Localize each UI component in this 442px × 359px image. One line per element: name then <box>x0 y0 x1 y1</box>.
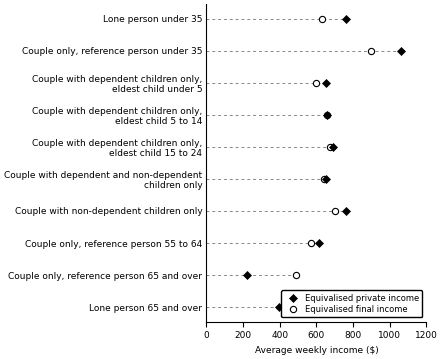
Legend: Equivalised private income, Equivalised final income: Equivalised private income, Equivalised … <box>281 290 422 317</box>
X-axis label: Average weekly income ($): Average weekly income ($) <box>255 346 378 355</box>
